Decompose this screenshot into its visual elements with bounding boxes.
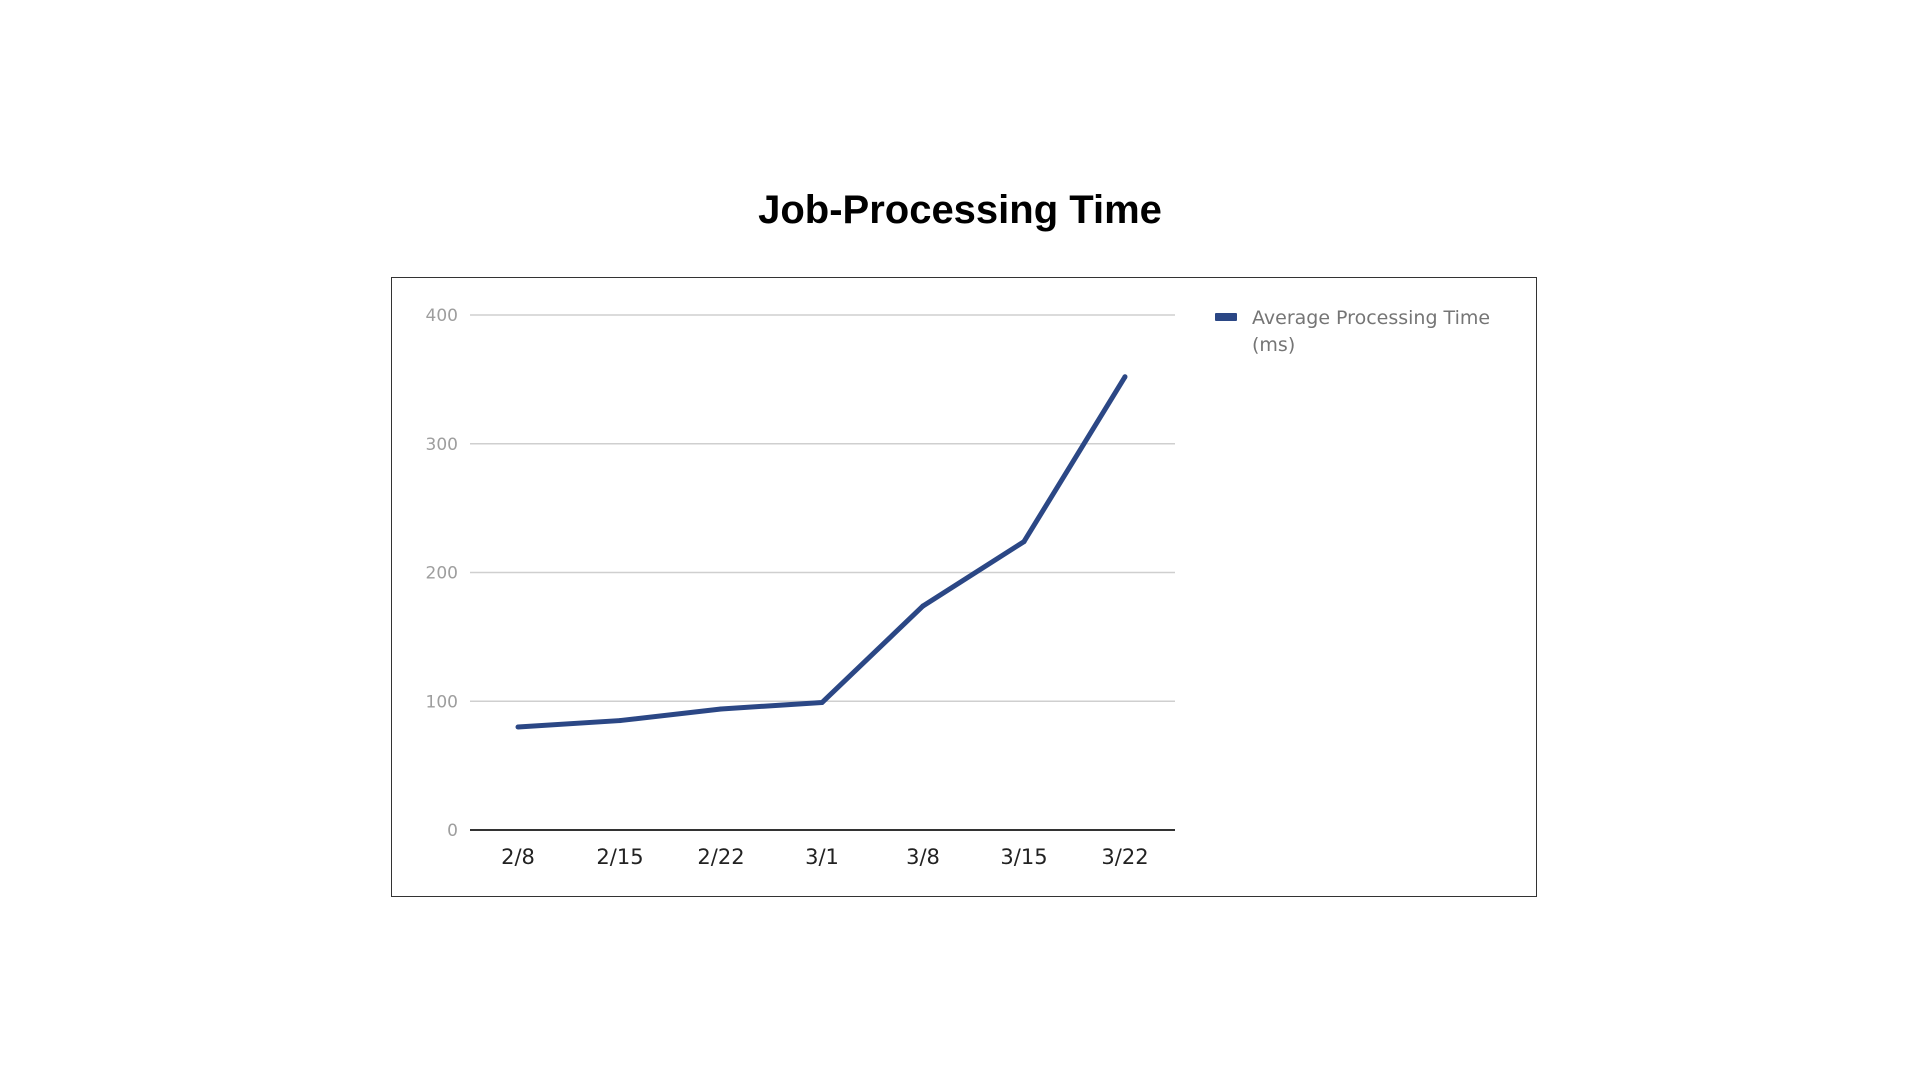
y-tick-label: 300: [426, 435, 458, 455]
chart-frame: [391, 277, 1537, 897]
legend-swatch: [1215, 313, 1237, 321]
x-tick-label: 3/1: [805, 845, 839, 869]
axes: 0 100 200 300 400 2/8 2/15 2/22 3/1 3/8 3/15 3/22: [426, 306, 1175, 869]
data-point: [920, 603, 926, 609]
x-tick-label: 2/15: [596, 845, 643, 869]
x-tick-label: 2/8: [501, 845, 535, 869]
data-point: [515, 724, 521, 730]
x-tick-label: 2/22: [697, 845, 744, 869]
y-tick-label: 100: [426, 692, 458, 712]
x-tick-label: 3/15: [1000, 845, 1047, 869]
x-tick-label: 3/22: [1101, 845, 1148, 869]
x-tick-label: 3/8: [906, 845, 940, 869]
series-line: [517, 375, 1128, 730]
series-lines: [515, 374, 1128, 730]
data-point: [819, 700, 825, 706]
chart-title: Job-Processing Time: [758, 188, 1162, 232]
legend-label: (ms): [1252, 334, 1295, 356]
data-point: [1021, 539, 1027, 545]
y-tick-label: 200: [426, 564, 458, 584]
y-tick-label: 0: [447, 821, 458, 841]
data-point: [718, 706, 724, 712]
legend: Average Processing Time (ms): [1215, 307, 1490, 356]
data-point: [1122, 374, 1128, 380]
data-point: [617, 718, 623, 724]
legend-label: Average Processing Time: [1252, 307, 1490, 329]
y-tick-label: 400: [426, 306, 458, 326]
gridlines: [470, 314, 1175, 702]
